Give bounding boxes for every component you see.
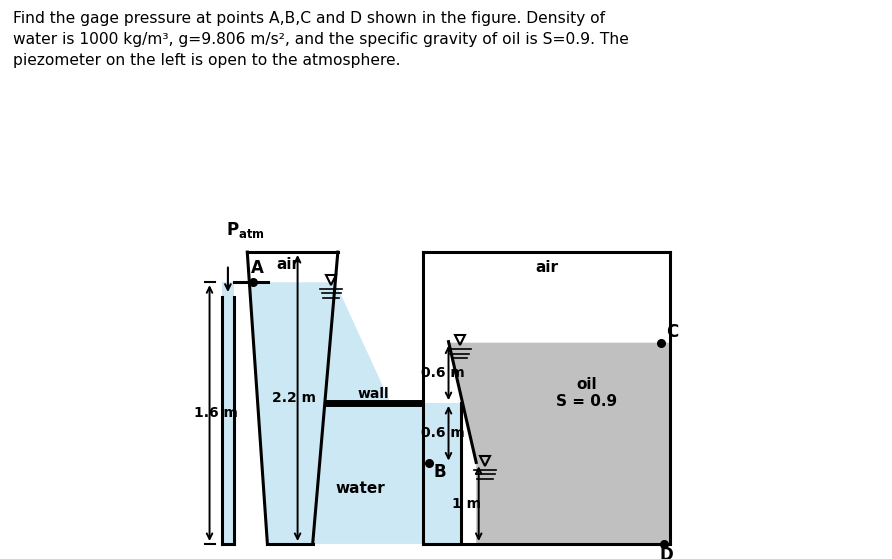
Text: Find the gage pressure at points A,B,C and D shown in the figure. Density of
wat: Find the gage pressure at points A,B,C a… (13, 11, 629, 68)
Text: D: D (660, 546, 673, 559)
Text: C: C (665, 323, 678, 340)
Polygon shape (222, 282, 234, 544)
Polygon shape (313, 282, 424, 544)
Text: $\mathbf{P_{atm}}$: $\mathbf{P_{atm}}$ (226, 220, 264, 239)
Text: air: air (276, 257, 299, 272)
Text: 0.6 m: 0.6 m (421, 366, 465, 380)
Polygon shape (250, 282, 335, 544)
Text: air: air (535, 260, 558, 274)
Text: 2.2 m: 2.2 m (272, 391, 317, 405)
Polygon shape (424, 403, 461, 544)
Text: 1.6 m: 1.6 m (194, 406, 238, 420)
Text: wall: wall (357, 387, 389, 401)
Text: B: B (434, 463, 446, 481)
Text: water: water (335, 481, 385, 496)
Text: oil
S = 0.9: oil S = 0.9 (557, 377, 617, 409)
Text: 0.6 m: 0.6 m (421, 426, 465, 440)
Text: 1 m: 1 m (452, 496, 481, 511)
Text: A: A (251, 259, 264, 277)
Polygon shape (449, 342, 670, 544)
